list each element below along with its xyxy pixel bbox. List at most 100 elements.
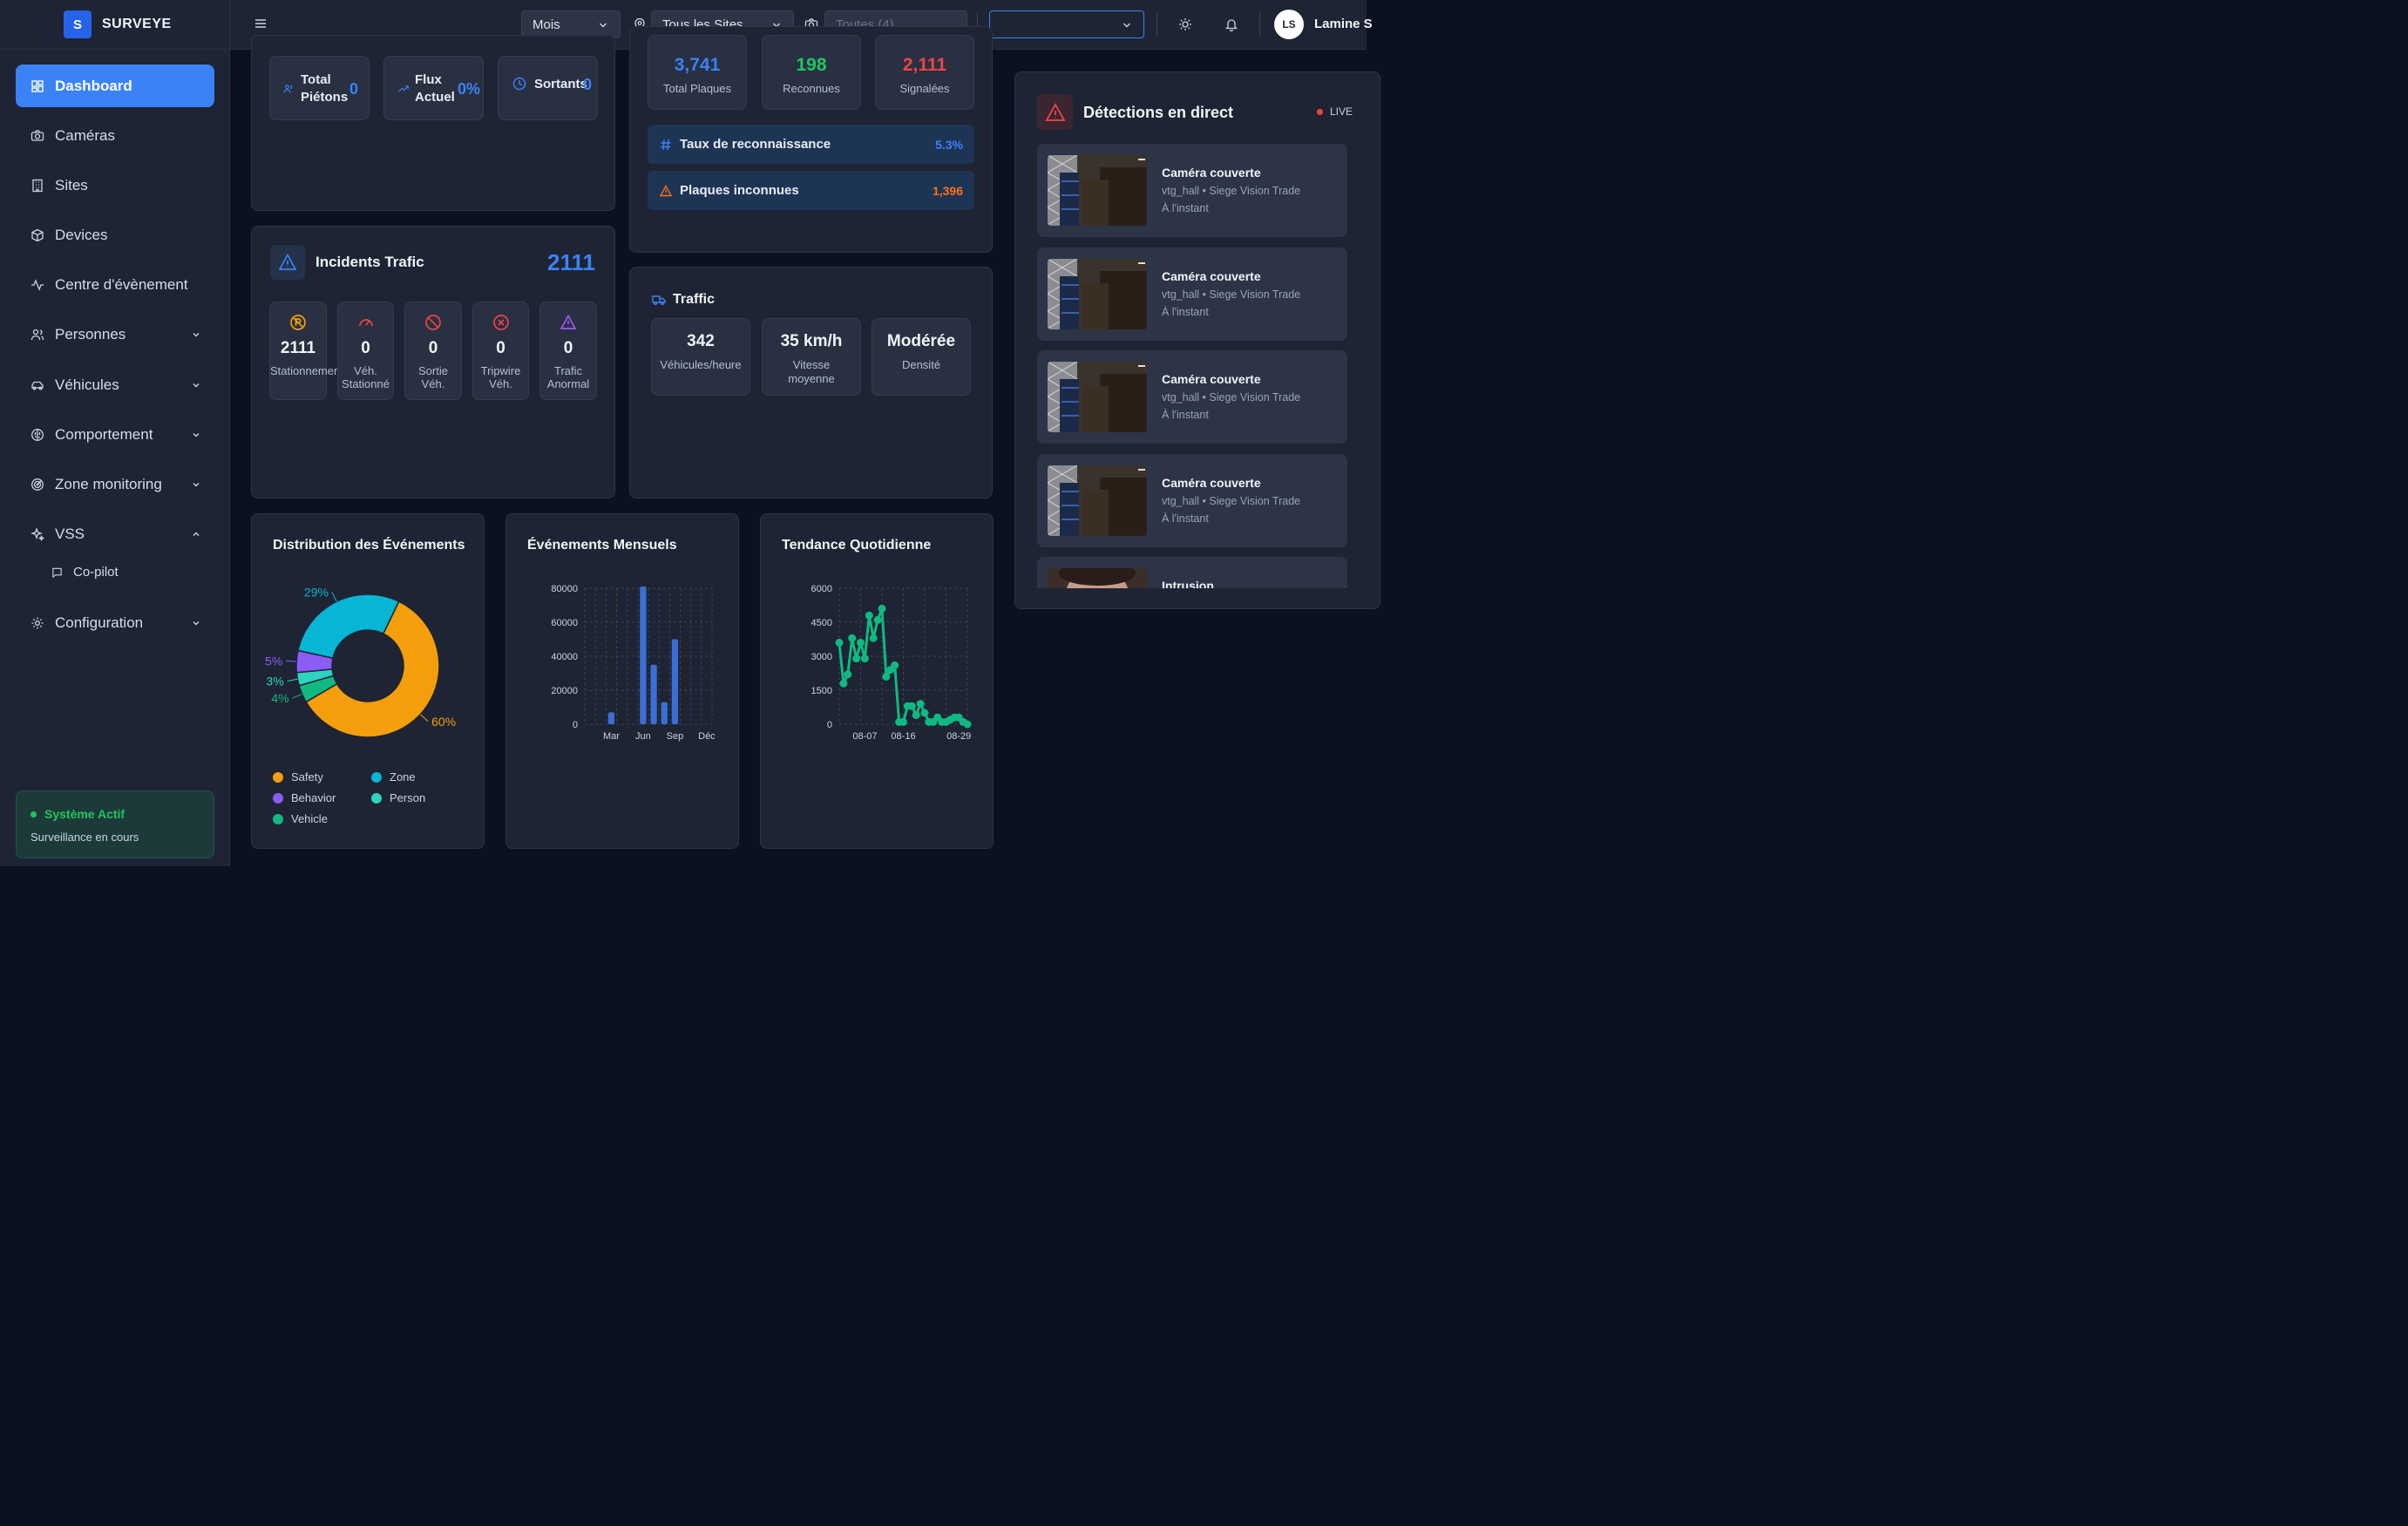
sidebar-item-configuration[interactable]: Configuration (16, 602, 214, 645)
x-circle-icon (492, 315, 509, 330)
sidebar-subitem-label: Co-pilot (73, 565, 119, 580)
message-icon (51, 566, 63, 579)
bell-icon[interactable] (1224, 17, 1238, 31)
x-tick-label: 08-07 (852, 731, 877, 742)
sparkles-icon (31, 527, 44, 542)
sidebar-item-vss[interactable]: VSS (16, 513, 214, 556)
user-name[interactable]: Lamine S (1314, 17, 1373, 31)
sidebar-item-vehicles[interactable]: Véhicules (16, 363, 214, 406)
trending-up-icon (398, 85, 409, 92)
detection-item[interactable]: Caméra couverte vtg_hall • Siege Vision … (1037, 144, 1347, 237)
detection-thumbnail[interactable] (1048, 362, 1147, 432)
sidebar-item-behavior[interactable]: Comportement (16, 413, 214, 456)
legend-label: Zone (390, 770, 416, 783)
building-icon (31, 179, 44, 193)
stat-label: Total Plaques (662, 82, 732, 95)
sidebar-item-sites[interactable]: Sites (16, 164, 214, 207)
legend-label: Safety (291, 770, 323, 783)
y-tick-label: 60000 (551, 618, 578, 628)
car-icon (31, 378, 44, 392)
y-tick-label: 4500 (811, 618, 832, 628)
data-point (865, 611, 873, 620)
detection-location: vtg_hall • Siege Vision Trade (1162, 288, 1301, 301)
sidebar-item-label: Sites (55, 176, 88, 193)
sidebar-item-events[interactable]: Centre d'évènement (16, 264, 214, 307)
stat-label-line: moyenne (788, 372, 835, 385)
x-tick-label: 08-16 (891, 731, 915, 742)
stat-value: 342 (687, 332, 715, 350)
average-speed-stat: 35 km/h Vitesse moyenne (762, 318, 861, 396)
stat-value: 2,111 (902, 55, 947, 75)
sidebar-item-label: Personnes (55, 326, 126, 343)
legend-swatch (273, 792, 283, 804)
detection-thumbnail[interactable] (1048, 155, 1147, 226)
stat-value: 0 (563, 339, 573, 357)
data-point (882, 672, 891, 681)
data-point (835, 638, 844, 647)
data-point (844, 670, 852, 679)
detection-item[interactable]: Caméra couverte vtg_hall • Siege Vision … (1037, 247, 1347, 341)
system-status-card: Système Actif Surveillance en cours (16, 790, 214, 858)
detection-thumbnail[interactable] (1048, 465, 1147, 536)
box-icon (31, 228, 44, 242)
detection-time: À l'instant (1162, 305, 1209, 318)
extra-select[interactable] (989, 10, 1144, 38)
period-select[interactable]: Mois (521, 10, 621, 38)
detection-item[interactable]: Caméra couverte vtg_hall • Siege Vision … (1037, 350, 1347, 444)
sidebar-item-persons[interactable]: Personnes (16, 314, 214, 356)
stat-value: 0 (428, 339, 438, 357)
no-parking-icon (290, 315, 306, 330)
sidebar-item-dashboard[interactable]: Dashboard (16, 64, 214, 107)
legend-swatch (273, 813, 283, 824)
sun-icon[interactable] (1178, 17, 1192, 31)
legend-item-zone: Zone (371, 770, 416, 783)
stat-label-line: Véh. (421, 377, 445, 390)
hamburger-menu-icon[interactable] (254, 17, 267, 30)
detections-list[interactable]: Caméra couverte vtg_hall • Siege Vision … (1037, 144, 1347, 588)
detection-thumbnail[interactable] (1048, 568, 1147, 588)
bar-sep (671, 639, 679, 724)
brand[interactable]: S SURVEYE (0, 0, 229, 50)
donut-percent-label: 3% (266, 675, 283, 688)
stat-label-line: Flux (415, 72, 442, 87)
incident-vehicle-exit-stat: 0 Sortie Véh. (404, 302, 462, 400)
monthly-events-chart-card (505, 513, 739, 849)
users-icon (31, 328, 44, 342)
stat-label: Vitesse moyenne (763, 358, 860, 386)
bar-jun (640, 587, 647, 724)
stat-label-line: Véh. (354, 364, 377, 377)
donut-percent-label: 60% (431, 715, 456, 729)
stat-value: 0 (361, 339, 370, 357)
y-tick-label: 1500 (811, 686, 832, 696)
detection-item[interactable]: Caméra couverte vtg_hall • Siege Vision … (1037, 453, 1347, 547)
chevron-down-icon (600, 23, 607, 28)
sidebar-item-devices[interactable]: Devices (16, 214, 214, 257)
incidents-icon-box (270, 245, 305, 280)
gear-icon (31, 616, 44, 630)
total-plates-stat: 3,741 Total Plaques (648, 35, 747, 110)
sidebar-subitem-copilot[interactable]: Co-pilot (16, 558, 214, 587)
detection-item[interactable]: Intrusion (1037, 557, 1347, 588)
stat-label-line: Trafic (553, 364, 583, 377)
detection-name: Caméra couverte (1162, 475, 1261, 490)
sidebar-item-cameras[interactable]: Caméras (16, 114, 214, 157)
stat-value: 35 km/h (780, 332, 843, 350)
detection-location: vtg_hall • Siege Vision Trade (1162, 185, 1301, 197)
incident-parked-vehicle-stat: 0 Véh. Stationné (337, 302, 394, 400)
avatar[interactable]: LS (1274, 10, 1304, 39)
stat-label: Véhicules/heure (660, 358, 742, 371)
gauge-icon (358, 319, 373, 327)
daily-trend-chart-card (760, 513, 994, 849)
x-tick-label: Mar (603, 731, 620, 742)
chevron-up-icon (193, 532, 200, 537)
stat-label: Véh. Stationné (338, 364, 393, 390)
stat-value: 0 (349, 80, 359, 98)
sidebar-item-zone-monitoring[interactable]: Zone monitoring (16, 464, 214, 506)
sidebar-item-label: Véhicules (55, 376, 119, 393)
chevron-down-icon (193, 333, 200, 337)
legend-label: Vehicle (291, 812, 328, 825)
donut-slice-zone (297, 593, 400, 660)
y-tick-label: 3000 (811, 652, 832, 662)
sidebar-item-label: VSS (55, 526, 85, 543)
detection-thumbnail[interactable] (1048, 258, 1147, 329)
